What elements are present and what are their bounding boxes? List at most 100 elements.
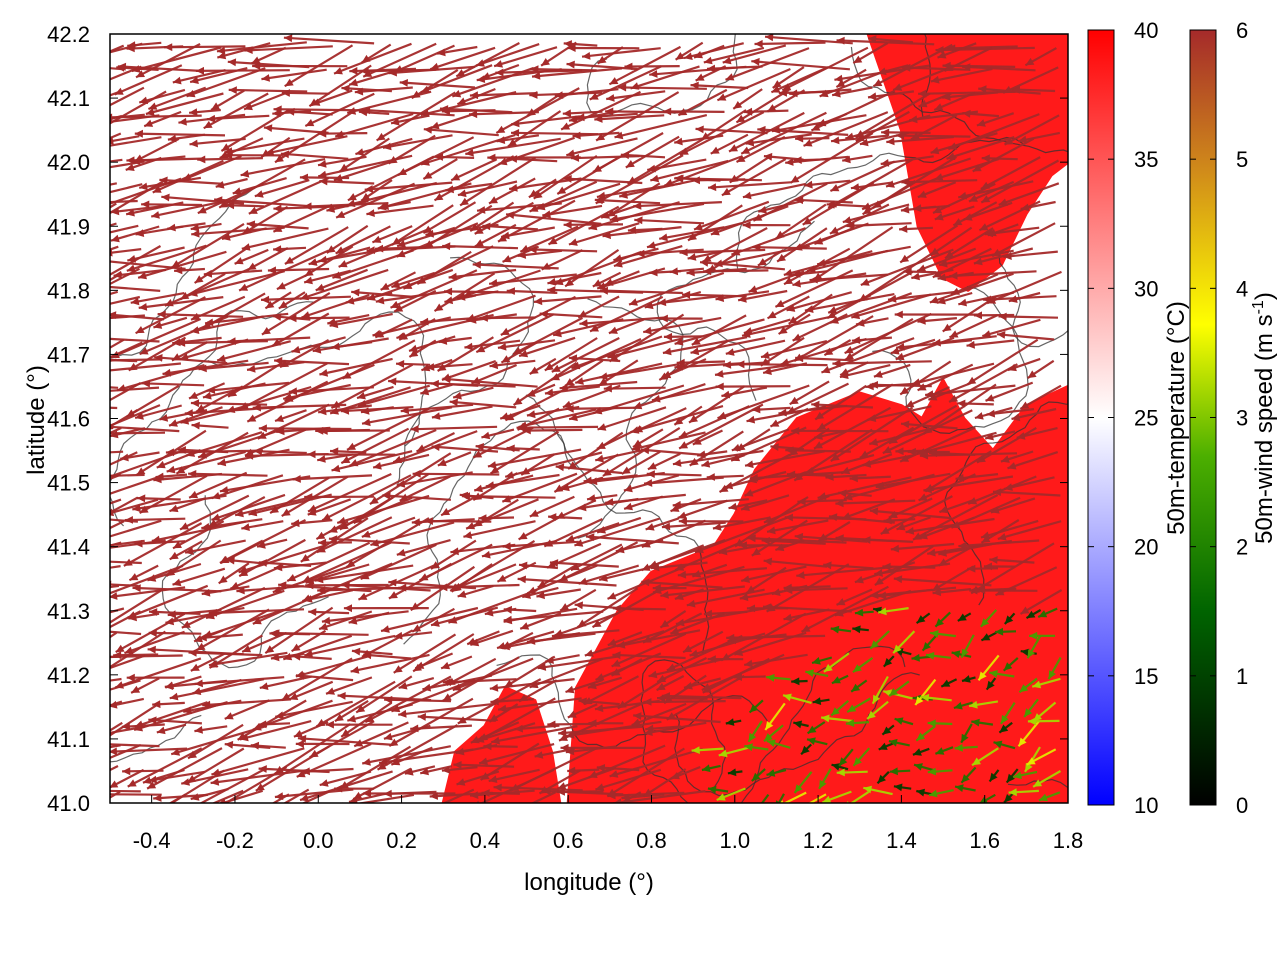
wind-vector [656, 657, 707, 683]
wind-vector [950, 273, 999, 296]
wind-vector-head [319, 779, 329, 787]
wind-vector-head [456, 69, 466, 77]
wind-vector-head [474, 484, 483, 493]
wind-vector-head [484, 608, 494, 617]
wind-vector-head [913, 204, 922, 213]
wind-vector-head [670, 627, 680, 635]
wind-vector [110, 425, 180, 433]
wind-vector-head [858, 293, 868, 302]
wind-vector-head [917, 316, 926, 325]
wind-vector [861, 178, 936, 211]
wind-vector [531, 67, 623, 78]
wind-vector-head [488, 196, 498, 204]
colorbar-tick-label: 10 [1134, 793, 1158, 818]
wind-vector-head [86, 632, 95, 639]
wind-vector-head [317, 160, 327, 168]
wind-vector-head [315, 426, 324, 435]
wind-vector-head [532, 72, 541, 80]
wind-vector [441, 788, 475, 803]
wind-vector-head [839, 757, 848, 766]
wind-vector-head [895, 447, 904, 456]
wind-vector-head [168, 419, 178, 427]
wind-vector-head [981, 195, 991, 203]
wind-vector-head [527, 586, 537, 594]
wind-vector-head [555, 463, 565, 472]
wind-vector-head [301, 311, 311, 319]
wind-vector-head [89, 360, 98, 367]
wind-vector-head [934, 213, 944, 221]
wind-vector-head [380, 282, 390, 290]
wind-vector-head [354, 87, 364, 96]
y-tick-label: 42.1 [47, 86, 90, 111]
wind-vector-head [794, 353, 804, 361]
wind-vector [551, 337, 620, 373]
x-tick-label: 1.6 [969, 828, 1000, 853]
wind-vector [133, 137, 180, 163]
wind-vector [465, 498, 539, 530]
wind-vector-head [234, 257, 244, 265]
y-tick-label: 41.0 [47, 791, 90, 816]
wind-vector-head [980, 181, 990, 190]
wind-vector [579, 316, 666, 325]
wind-vector [774, 269, 854, 308]
wind-vector-head [274, 792, 284, 801]
wind-vector-head [829, 226, 839, 234]
wind-vector [691, 314, 747, 346]
wind-vector-head [874, 569, 883, 577]
wind-vector-head [316, 718, 326, 727]
wind-vector-head [479, 757, 488, 765]
wind-vector-head [476, 345, 486, 353]
wind-vector [330, 363, 414, 409]
wind-vector-head [618, 83, 627, 92]
wind-vector [354, 86, 413, 94]
wind-vector [172, 69, 226, 84]
wind-vector-head [703, 267, 712, 276]
wind-vector-head [896, 343, 905, 351]
wind-vector [530, 791, 556, 803]
wind-vector-head [682, 290, 691, 299]
wind-vector-head [741, 503, 750, 511]
wind-vector-head [851, 311, 861, 320]
wind-vector-head [716, 793, 726, 801]
wind-vector-head [338, 260, 348, 268]
wind-vector-head [570, 563, 580, 571]
wind-vector-head [657, 674, 667, 682]
wind-vector-head [718, 547, 728, 556]
wind-vector-head [612, 651, 621, 660]
wind-vector-head [930, 630, 939, 638]
wind-vector [797, 499, 847, 503]
wind-vector-head [452, 683, 462, 691]
wind-vector-head [236, 586, 245, 595]
wind-vector-head [246, 220, 256, 229]
wind-vector-head [317, 586, 326, 595]
wind-vector-head [574, 601, 583, 610]
wind-vector-head [566, 60, 575, 69]
wind-vector-head [624, 62, 633, 71]
wind-vector-head [349, 459, 359, 467]
wind-vector [366, 204, 434, 216]
wind-vector-head [489, 683, 499, 692]
wind-vector-head [807, 265, 816, 273]
wind-vector-head [513, 346, 523, 355]
wind-vector-head [351, 288, 360, 297]
wind-vector-head [366, 209, 375, 217]
wind-vector-head [589, 92, 599, 100]
wind-vector-head [230, 581, 240, 590]
wind-vector [643, 768, 687, 798]
wind-vector-head [189, 289, 198, 297]
wind-vector-head [390, 300, 400, 309]
wind-vector-head [934, 173, 944, 181]
wind-vector-head [593, 407, 603, 415]
wind-vector-head [510, 783, 520, 791]
wind-vector-head [450, 583, 460, 591]
wind-vector-head [403, 281, 413, 289]
wind-vector-head [191, 421, 200, 430]
wind-vector-head [860, 278, 870, 286]
wind-vector-head [307, 450, 316, 459]
wind-vector-head [179, 353, 189, 361]
wind-vector-head [520, 244, 530, 253]
wind-vector-head [480, 772, 490, 780]
wind-vector [902, 66, 971, 71]
wind-vector-head [92, 801, 101, 808]
wind-vector-head [701, 764, 711, 773]
